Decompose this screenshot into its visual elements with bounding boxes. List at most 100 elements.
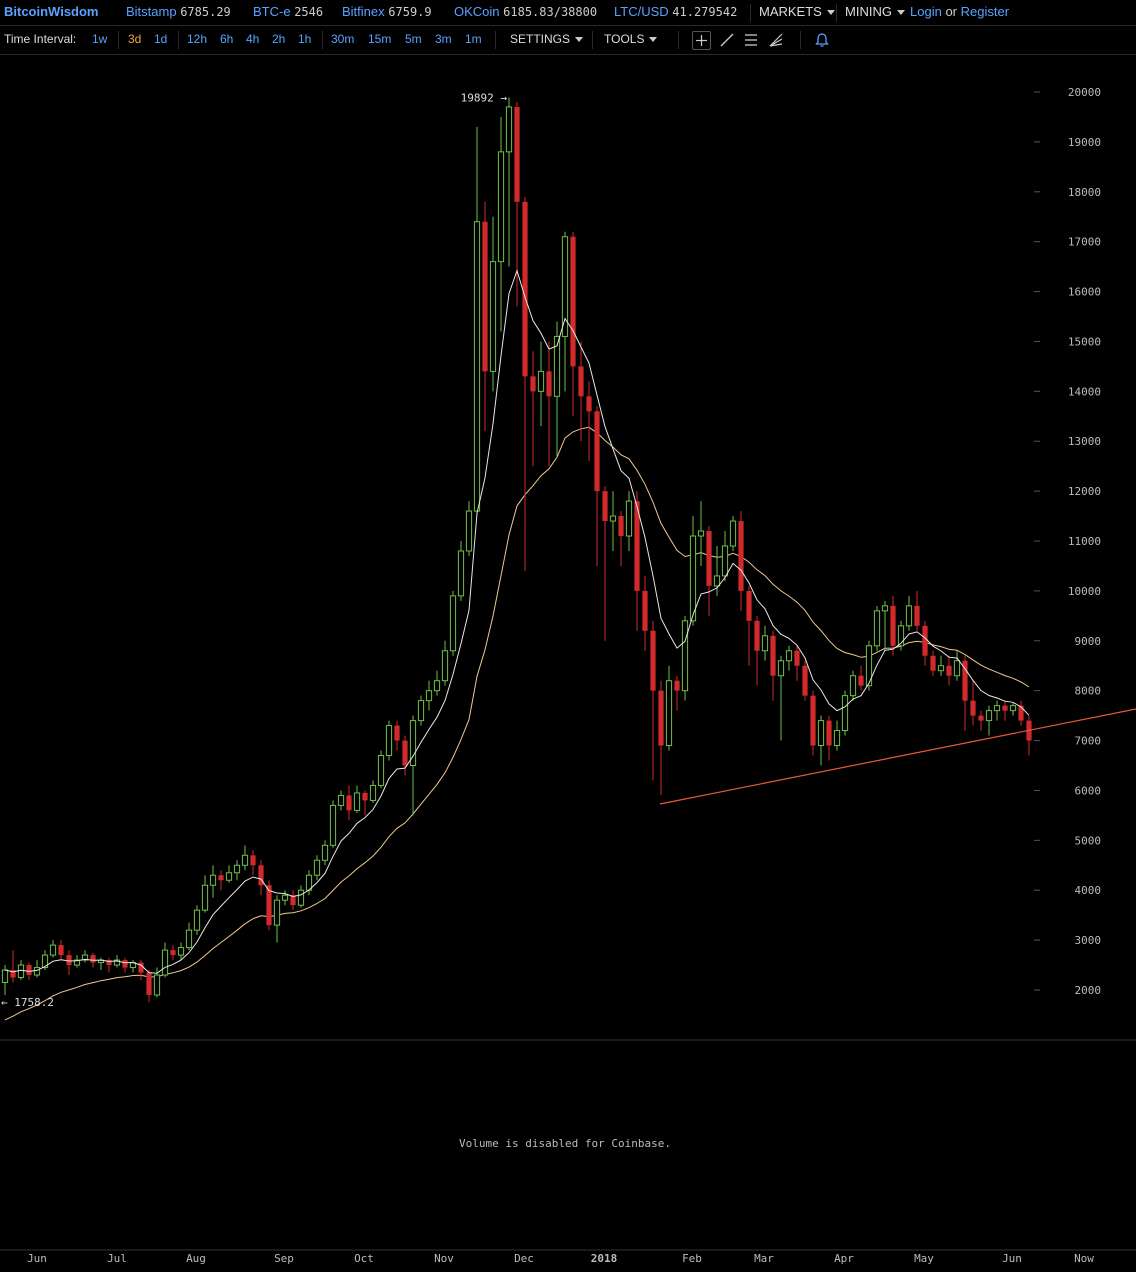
candle-body-down <box>402 740 408 766</box>
candle-body-down <box>146 972 152 995</box>
mining-label: MINING <box>845 4 892 19</box>
price-tick-label: 18000 <box>1068 186 1101 199</box>
fib-lines-icon[interactable] <box>742 31 760 49</box>
candle-body-down <box>570 236 576 367</box>
candle-body-down <box>922 625 928 656</box>
candle-body-down <box>1002 705 1008 711</box>
interval-3d[interactable]: 3d <box>128 32 142 46</box>
fan-icon[interactable] <box>767 31 785 49</box>
candle-body-up <box>985 710 993 722</box>
markets-menu[interactable]: MARKETS <box>759 4 835 19</box>
price-tick-label: 6000 <box>1075 784 1102 797</box>
interval-2h[interactable]: 2h <box>272 32 286 46</box>
candle-body-up <box>337 794 345 806</box>
price-chart[interactable]: 2000 3000 4000 5000 6000 7000 8000 9000 10000 110… <box>0 55 1136 1272</box>
site-logo[interactable]: BitcoinWisdom <box>4 4 99 19</box>
candle-body-up <box>193 909 201 931</box>
markets-label: MARKETS <box>759 4 822 19</box>
candle-body-down <box>66 955 72 966</box>
chevron-down-icon <box>575 37 584 43</box>
or-text: or <box>945 4 957 19</box>
candle-body-down <box>514 106 520 202</box>
interval-6h[interactable]: 6h <box>220 32 234 46</box>
candle-body-down <box>138 962 144 973</box>
candle-body-down <box>930 655 936 671</box>
divider <box>322 31 323 49</box>
candle-body-down <box>658 690 664 746</box>
ticker-btce[interactable]: BTC-e 2546 <box>253 4 323 19</box>
candle-body-up <box>33 967 41 976</box>
crosshair-icon[interactable] <box>692 31 711 50</box>
login-link[interactable]: Login <box>910 4 942 19</box>
interval-1h[interactable]: 1h <box>298 32 312 46</box>
interval-1m[interactable]: 1m <box>465 32 482 46</box>
candle-body-up <box>177 947 185 956</box>
line-draw-icon[interactable] <box>718 31 736 49</box>
ticker-ltcusd[interactable]: LTC/USD 41.279542 <box>614 4 737 19</box>
candle-body-up <box>665 680 673 747</box>
candle-body-down <box>706 531 712 586</box>
price-tick-label: 17000 <box>1068 236 1101 249</box>
month-label: Apr <box>834 1252 854 1265</box>
candle-body-down <box>122 960 128 968</box>
month-label: Jul <box>107 1252 127 1265</box>
candle-body-up <box>953 660 961 677</box>
chevron-down-icon <box>826 10 835 16</box>
candle-body-up <box>17 964 25 979</box>
divider <box>118 31 119 49</box>
ticker-bitstamp[interactable]: Bitstamp 6785.29 <box>126 4 231 19</box>
ticker-price: 41.279542 <box>672 5 738 19</box>
candle-body-up <box>329 804 337 846</box>
candle-body-down <box>914 605 920 626</box>
interval-4h[interactable]: 4h <box>246 32 260 46</box>
candle-body-up <box>993 705 1001 712</box>
candle-body-up <box>497 151 505 263</box>
candle-body-down <box>810 695 816 746</box>
ticker-okcoin[interactable]: OKCoin 6185.83/38800 <box>454 4 597 19</box>
candle-body-up <box>377 755 385 786</box>
candle-body-down <box>362 792 368 801</box>
candle-body-up <box>449 595 457 652</box>
candle-body-up <box>273 899 281 926</box>
tools-label: TOOLS <box>604 32 645 46</box>
ticker-price: 6185.83/38800 <box>503 5 598 19</box>
divider <box>178 31 179 49</box>
candle-body-up <box>465 510 473 552</box>
candle-body-up <box>937 665 945 672</box>
price-tick-label: 9000 <box>1075 635 1102 648</box>
tools-menu[interactable]: TOOLS <box>604 32 658 46</box>
ticker-name: Bitfinex <box>342 4 385 19</box>
auth-links: Login or Register <box>910 4 1009 19</box>
ticker-bitfinex[interactable]: Bitfinex 6759.9 <box>342 4 432 19</box>
candle-body-up <box>281 894 289 901</box>
interval-5m[interactable]: 5m <box>405 32 422 46</box>
top-nav-bar: BitcoinWisdom Bitstamp 6785.29 BTC-e 254… <box>0 0 1136 26</box>
month-label: Jun <box>27 1252 47 1265</box>
register-link[interactable]: Register <box>960 4 1010 19</box>
divider <box>836 4 837 22</box>
settings-menu[interactable]: SETTINGS <box>510 32 584 46</box>
candle-body-down <box>1018 705 1024 721</box>
alert-bell-icon[interactable] <box>813 31 831 49</box>
volume-disabled-message: Volume is disabled for Coinbase. <box>459 1137 671 1150</box>
price-tick-label: 13000 <box>1068 435 1101 448</box>
candle-body-up <box>849 675 857 697</box>
price-tick-label: 2000 <box>1075 984 1102 997</box>
mining-menu[interactable]: MINING <box>845 4 905 19</box>
interval-1d[interactable]: 1d <box>154 32 168 46</box>
chart-canvas[interactable]: 2000 3000 4000 5000 6000 7000 8000 9000 10000 110… <box>0 55 1136 1272</box>
candle-body-down <box>746 590 752 621</box>
price-tick-label: 7000 <box>1075 735 1102 748</box>
interval-1w[interactable]: 1w <box>92 32 108 46</box>
interval-30m[interactable]: 30m <box>331 32 355 46</box>
interval-3m[interactable]: 3m <box>435 32 452 46</box>
candle-body-up <box>489 261 497 372</box>
interval-12h[interactable]: 12h <box>187 32 208 46</box>
interval-15m[interactable]: 15m <box>368 32 392 46</box>
price-tick-label: 12000 <box>1068 485 1101 498</box>
candle-body-down <box>602 491 608 522</box>
candle-body-up <box>473 221 481 512</box>
candle-body-up <box>185 929 193 949</box>
support-trendline[interactable] <box>659 708 1136 805</box>
candle-body-up <box>409 720 417 766</box>
